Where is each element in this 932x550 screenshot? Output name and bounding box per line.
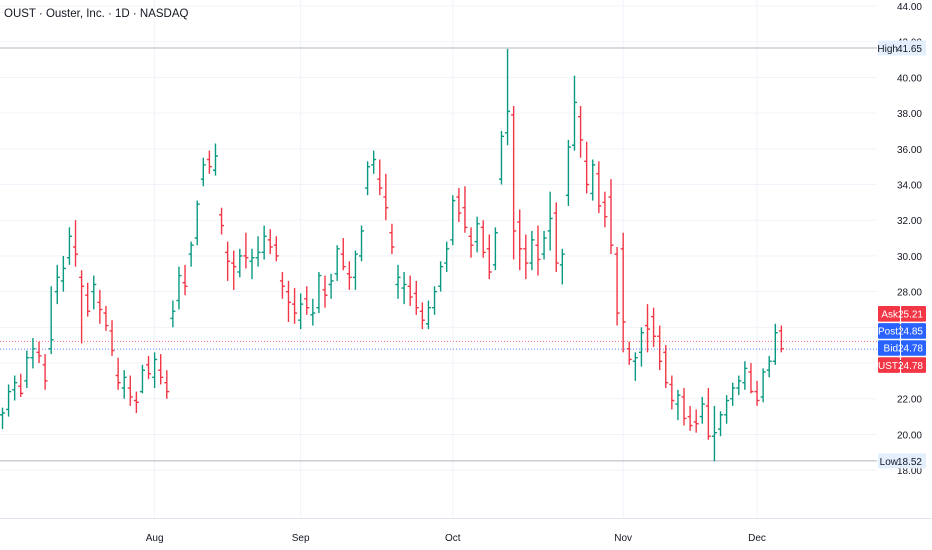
y-tick-label: 18.00: [897, 466, 922, 477]
bid-label-name-bg: [878, 340, 900, 356]
y-tick-label: 32.00: [897, 216, 922, 227]
x-tick-label: Oct: [445, 533, 461, 544]
y-tick-label: 28.00: [897, 288, 922, 299]
post-label-name-bg: [878, 323, 900, 339]
oust-label-name-bg: [878, 357, 900, 373]
low-label-value: 18.52: [897, 457, 922, 468]
oust-label-value-bg: [901, 357, 926, 373]
x-tick-label: Dec: [748, 533, 766, 544]
x-tick-label: Sep: [292, 533, 310, 544]
chart-title: OUST · Ouster, Inc. · 1D · NASDAQ: [4, 8, 189, 20]
y-tick-label: 22.00: [897, 395, 922, 406]
bid-label-value-bg: [901, 340, 926, 356]
high-label-bg: [878, 40, 926, 56]
x-tick-label: Nov: [614, 533, 632, 544]
y-tick-label: 36.00: [897, 145, 922, 156]
y-tick-label: 40.00: [897, 73, 922, 84]
low-label-name: Low: [880, 457, 899, 468]
y-tick-label: 44.00: [897, 2, 922, 13]
x-tick-label: Aug: [146, 533, 164, 544]
y-tick-label: 30.00: [897, 252, 922, 263]
bid-label-value: 24.78: [898, 344, 923, 355]
ask-label-value-bg: [901, 306, 926, 322]
low-label-bg: [878, 453, 926, 469]
post-label-value-bg: [901, 323, 926, 339]
post-label-value: 24.85: [898, 327, 923, 338]
bid-label-name: Bid: [884, 344, 898, 355]
oust-label-value: 24.78: [898, 361, 923, 372]
ask-label-name-bg: [878, 306, 900, 322]
high-label-value: 41.65: [897, 44, 922, 55]
ask-label-value: 25.21: [898, 310, 923, 321]
ask-label-name: Ask: [881, 310, 899, 321]
oust-label-name: OUST: [870, 361, 898, 372]
y-tick-label: 20.00: [897, 430, 922, 441]
high-label-name: High: [877, 44, 898, 55]
post-label-name: Post: [878, 327, 898, 338]
y-tick-label: 38.00: [897, 109, 922, 120]
y-tick-label: 34.00: [897, 181, 922, 192]
